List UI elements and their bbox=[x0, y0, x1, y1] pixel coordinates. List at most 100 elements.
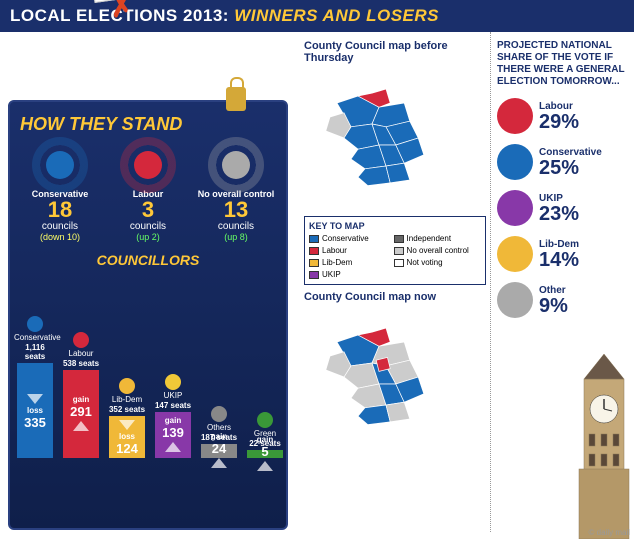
key-label: Labour bbox=[322, 246, 347, 255]
vote-share-section: PROJECTED NATIONAL SHARE OF THE VOTE IF … bbox=[490, 32, 634, 532]
key-swatch bbox=[309, 235, 319, 243]
ballot-section: ✗ HOW THEY STAND Conservative 18 council… bbox=[0, 32, 300, 532]
key-item: Not voting bbox=[394, 258, 477, 267]
council-num: 3 bbox=[106, 199, 190, 221]
councillors-hdr: COUNCILLORS bbox=[10, 246, 286, 270]
ballot-slot: ✗ bbox=[60, 0, 240, 42]
council-num: 18 bbox=[18, 199, 102, 221]
key-swatch bbox=[309, 259, 319, 267]
bar-group: Green 22 seats gain5 bbox=[244, 412, 286, 460]
map-now bbox=[304, 307, 454, 447]
padlock-icon bbox=[226, 87, 246, 111]
share-info: Conservative 25% bbox=[539, 147, 628, 178]
bar: loss124 bbox=[109, 416, 145, 458]
key-label: Not voting bbox=[407, 258, 443, 267]
share-pct: 29% bbox=[539, 112, 628, 132]
party-circle-icon bbox=[497, 98, 533, 134]
party-circle-icon bbox=[497, 282, 533, 318]
key-title: KEY TO MAP bbox=[309, 221, 481, 231]
share-info: Labour 29% bbox=[539, 101, 628, 132]
party-icon bbox=[165, 374, 181, 390]
maps-section: County Council map before Thursday KEY T… bbox=[300, 32, 490, 532]
share-pct: 23% bbox=[539, 204, 628, 224]
bar: gain291 bbox=[63, 370, 99, 458]
party-icon bbox=[27, 316, 43, 332]
party-icon bbox=[257, 412, 273, 428]
rosette-icon bbox=[126, 143, 170, 187]
council-sub: councils bbox=[18, 221, 102, 232]
council-sub: councils bbox=[194, 221, 278, 232]
ballot-x-mark: ✗ bbox=[108, 0, 136, 24]
council-change: (down 10) bbox=[18, 232, 102, 242]
map-before-label: County Council map before Thursday bbox=[304, 40, 486, 64]
key-item: Independent bbox=[394, 234, 477, 243]
share-row: Conservative 25% bbox=[497, 144, 628, 180]
share-party: UKIP bbox=[539, 193, 628, 204]
bar-seats: 538 seats bbox=[60, 359, 102, 368]
share-party: Labour bbox=[539, 101, 628, 112]
key-label: Conservative bbox=[322, 234, 369, 243]
key-label: No overall control bbox=[407, 246, 469, 255]
bar-party: Labour bbox=[60, 350, 102, 359]
bar-seats: 147 seats bbox=[152, 401, 194, 410]
share-party: Other bbox=[539, 285, 628, 296]
map-before bbox=[304, 68, 454, 208]
key-swatch bbox=[309, 247, 319, 255]
council-change: (up 8) bbox=[194, 232, 278, 242]
share-row: UKIP 23% bbox=[497, 190, 628, 226]
share-info: Other 9% bbox=[539, 285, 628, 316]
share-rows: Labour 29% Conservative 25% UKIP 23% Lib… bbox=[497, 98, 628, 318]
main-content: ✗ HOW THEY STAND Conservative 18 council… bbox=[0, 32, 634, 532]
party-icon bbox=[73, 332, 89, 348]
ballot-paper bbox=[86, 0, 183, 3]
bar-group: Labour 538 seats gain291 bbox=[60, 332, 102, 460]
bar-party: UKIP bbox=[152, 392, 194, 401]
map-key: KEY TO MAP Conservative Independent Labour… bbox=[304, 216, 486, 285]
party-circle-icon bbox=[497, 236, 533, 272]
key-swatch bbox=[394, 259, 404, 267]
bar-group: Lib-Dem 352 seats loss124 bbox=[106, 378, 148, 460]
bar-group: UKIP 147 seats gain139 bbox=[152, 374, 194, 460]
share-party: Lib-Dem bbox=[539, 239, 628, 250]
header-suffix: WINNERS AND LOSERS bbox=[234, 6, 439, 25]
key-label: Lib-Dem bbox=[322, 258, 352, 267]
key-swatch bbox=[394, 235, 404, 243]
bar: loss335 bbox=[17, 363, 53, 458]
bar-seats: 1,116 seats bbox=[14, 343, 56, 361]
rosette-icon bbox=[214, 143, 258, 187]
share-pct: 14% bbox=[539, 250, 628, 270]
key-swatch bbox=[309, 271, 319, 279]
bar: gain5 bbox=[247, 450, 283, 458]
bar: gain24 bbox=[201, 444, 237, 458]
key-item: UKIP bbox=[309, 270, 392, 279]
party-icon bbox=[211, 406, 227, 422]
key-item: No overall control bbox=[394, 246, 477, 255]
share-info: Lib-Dem 14% bbox=[539, 239, 628, 270]
council-num: 13 bbox=[194, 199, 278, 221]
council-item: No overall control 13 councils (up 8) bbox=[194, 143, 278, 242]
council-change: (up 2) bbox=[106, 232, 190, 242]
bars-area: Conservative 1,116 seats loss335 Labour … bbox=[10, 270, 286, 460]
council-sub: councils bbox=[106, 221, 190, 232]
bar: gain139 bbox=[155, 412, 191, 458]
councils-row: Conservative 18 councils (down 10) Labou… bbox=[10, 139, 286, 246]
ballot-box: HOW THEY STAND Conservative 18 councils … bbox=[8, 100, 288, 530]
bar-party: Lib-Dem bbox=[106, 396, 148, 405]
party-icon bbox=[119, 378, 135, 394]
share-row: Other 9% bbox=[497, 282, 628, 318]
key-item: Lib-Dem bbox=[309, 258, 392, 267]
bar-seats: 352 seats bbox=[106, 405, 148, 414]
key-label: Independent bbox=[407, 234, 452, 243]
council-item: Labour 3 councils (up 2) bbox=[106, 143, 190, 242]
key-label: UKIP bbox=[322, 270, 341, 279]
party-circle-icon bbox=[497, 144, 533, 180]
share-pct: 25% bbox=[539, 158, 628, 178]
bar-group: Others 187 seats gain24 bbox=[198, 406, 240, 460]
key-item: Conservative bbox=[309, 234, 392, 243]
share-row: Lib-Dem 14% bbox=[497, 236, 628, 272]
share-row: Labour 29% bbox=[497, 98, 628, 134]
bar-party: Conservative bbox=[14, 334, 56, 343]
key-item: Labour bbox=[309, 246, 392, 255]
share-info: UKIP 23% bbox=[539, 193, 628, 224]
share-pct: 9% bbox=[539, 296, 628, 316]
